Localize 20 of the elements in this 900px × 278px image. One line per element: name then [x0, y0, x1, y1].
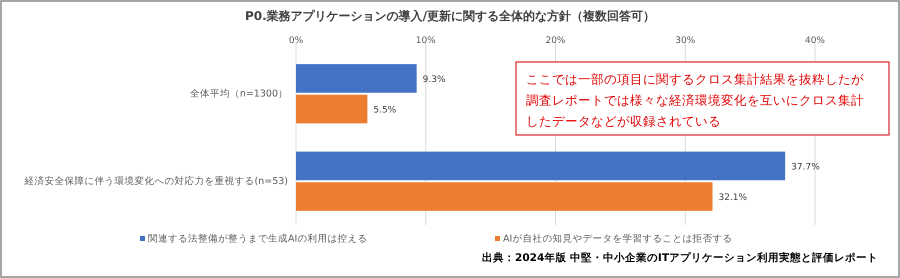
x-tick-label: 10% — [416, 36, 436, 46]
y-tick-label: 経済安全保障に伴う環境変化への対応力を重視する(n=53) — [24, 174, 288, 187]
legend-label: AIが自社の知見やデータを学習することは拒否する — [503, 232, 732, 245]
bar — [296, 182, 712, 211]
bar — [296, 94, 368, 124]
data-label: 9.3% — [422, 74, 446, 85]
x-tick-label: 20% — [545, 36, 566, 46]
x-tick-label: 0% — [288, 36, 304, 46]
y-tick-label: 全体平均（n=1300） — [190, 87, 288, 100]
chart-title: P0.業務アプリケーションの導入/更新に関する全体的な方針（複数回答可） — [244, 9, 656, 23]
source-note: 出典：2024年版 中堅・中小企業のITアプリケーション利用実態と評価レポート — [482, 250, 878, 264]
bar — [296, 64, 417, 93]
legend-label: 関連する法整備が整うまで生成AIの利用は控える — [148, 232, 368, 245]
bar — [296, 152, 786, 180]
data-label: 5.5% — [373, 106, 397, 116]
x-tick-label: 40% — [804, 36, 826, 46]
data-label: 37.7% — [791, 162, 820, 172]
annotation: ここでは一部の項目に関するクロス集計結果を抜粋したが調査レポートでは様々な経済環境変化を互いにクロス集計したデータなどが収録されている — [526, 71, 865, 128]
x-tick-label: 30% — [675, 36, 696, 46]
data-label: 32.1% — [718, 193, 748, 204]
